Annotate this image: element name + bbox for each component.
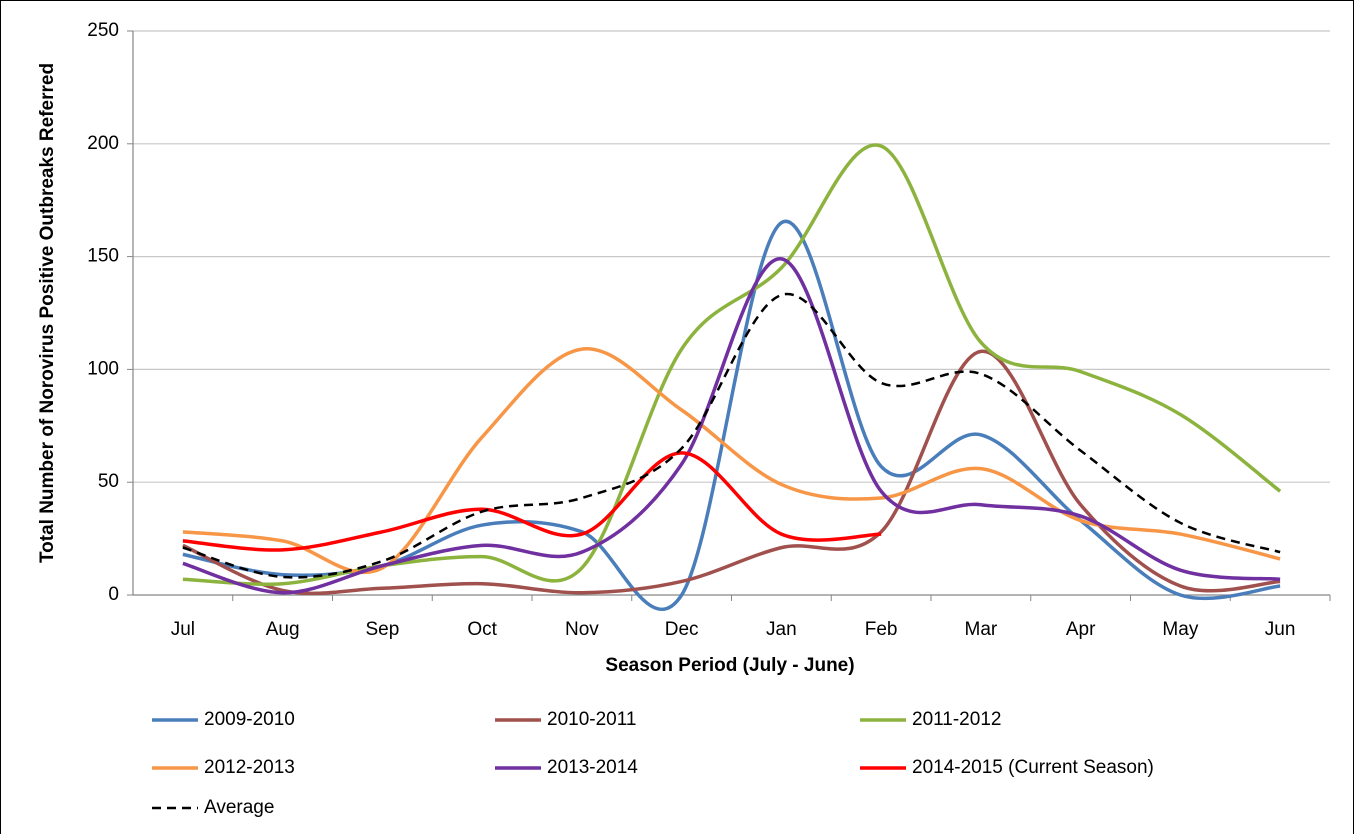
series-line xyxy=(182,219,1281,612)
legend-label: 2013-2014 xyxy=(547,757,638,778)
legend-label: 2009-2010 xyxy=(204,709,295,730)
x-tick-label: Nov xyxy=(565,619,599,640)
x-tick-label: Mar xyxy=(965,619,998,640)
y-tick-label: 0 xyxy=(108,584,119,605)
x-tick-label: Jul xyxy=(171,619,195,640)
series-line xyxy=(182,347,1281,575)
y-tick-label: 150 xyxy=(87,246,119,267)
series-line xyxy=(182,349,1281,596)
legend-label: 2011-2012 xyxy=(912,709,1001,730)
x-tick-label: Oct xyxy=(467,619,497,640)
y-axis-title: Total Number of Norovirus Positive Outbr… xyxy=(37,63,58,563)
x-tick-label: May xyxy=(1162,619,1198,640)
y-tick-label: 200 xyxy=(87,133,119,154)
y-tick-label: 250 xyxy=(87,20,119,41)
series-line xyxy=(182,257,1281,595)
legend-label: 2010-2011 xyxy=(547,709,636,730)
x-tick-label: Jan xyxy=(766,619,797,640)
series-line xyxy=(182,451,882,552)
x-tick-label: Feb xyxy=(865,619,898,640)
x-tick-label: Jun xyxy=(1265,619,1296,640)
series-line xyxy=(182,143,1282,586)
legend-label: 2012-2013 xyxy=(204,757,295,778)
legend-label: Average xyxy=(204,797,274,818)
x-tick-label: Apr xyxy=(1066,619,1096,640)
x-axis-title: Season Period (July - June) xyxy=(605,655,854,676)
y-tick-label: 100 xyxy=(87,358,119,379)
x-tick-label: Sep xyxy=(365,619,399,640)
y-tick-label: 50 xyxy=(98,471,119,492)
x-tick-label: Aug xyxy=(266,619,300,640)
x-tick-label: Dec xyxy=(665,619,699,640)
legend-label: 2014-2015 (Current Season) xyxy=(912,757,1154,778)
